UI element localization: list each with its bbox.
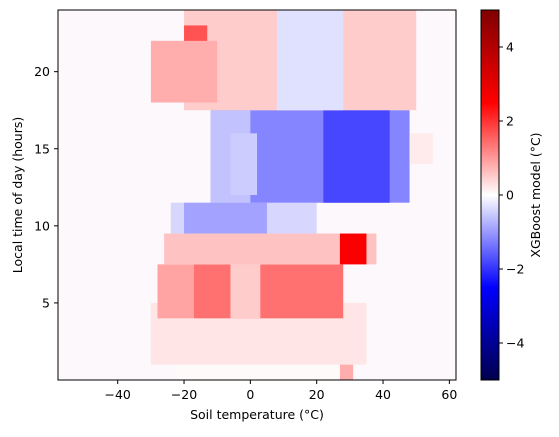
- heatmap-cell: [339, 233, 367, 265]
- y-tick-label: 20: [34, 64, 50, 79]
- heatmap-cell: [157, 264, 194, 319]
- x-tick-label: −40: [105, 387, 131, 402]
- heatmap-cell: [339, 364, 354, 380]
- x-tick-label: 20: [309, 387, 325, 402]
- heatmap-cells: [150, 10, 433, 380]
- colorbar-tick-label: 2: [506, 114, 514, 129]
- colorbar-tick-label: 4: [506, 40, 514, 55]
- colorbar: −4 −2 0 2 4: [480, 9, 524, 381]
- heatmap-cell: [193, 264, 344, 319]
- y-axis: 5 10 15 20: [34, 64, 58, 310]
- x-tick-label: 60: [441, 387, 457, 402]
- x-axis: −40 −20 0 20 40 60: [105, 380, 457, 402]
- x-tick-label: −20: [171, 387, 197, 402]
- heatmap-cell: [184, 202, 267, 234]
- colorbar-tick-label: 0: [506, 188, 514, 203]
- plot-area: [57, 9, 457, 381]
- x-tick-label: 40: [375, 387, 391, 402]
- x-tick-label: 0: [246, 387, 254, 402]
- colorbar-tick-label: −4: [506, 336, 524, 351]
- heatmap-cell: [177, 364, 350, 380]
- heatmap-cell: [323, 110, 390, 203]
- plot-frame: [57, 9, 457, 381]
- heatmap-cell: [230, 133, 257, 195]
- y-axis-label: Local time of day (hours): [10, 117, 25, 273]
- x-axis-label: Soil temperature (°C): [190, 407, 324, 422]
- heatmap-cell: [150, 40, 218, 103]
- colorbar-tick-label: −2: [506, 262, 524, 277]
- y-tick-label: 10: [34, 218, 50, 233]
- heatmap-cell: [276, 10, 344, 111]
- heatmap-cell: [230, 264, 261, 319]
- heatmap-cell: [409, 133, 433, 165]
- y-tick-label: 5: [42, 295, 50, 310]
- y-tick-label: 15: [34, 141, 50, 156]
- colorbar-gradient: [480, 9, 500, 381]
- colorbar-label: XGBoost model (°C): [528, 132, 543, 257]
